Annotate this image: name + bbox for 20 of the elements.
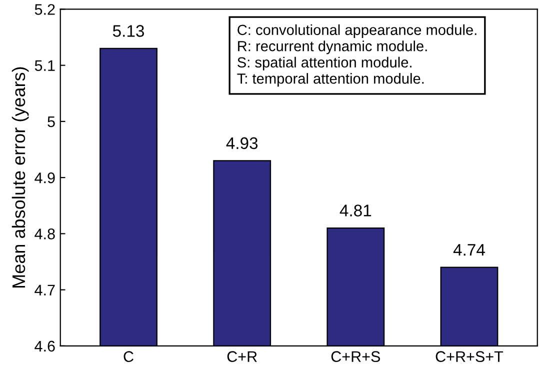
y-tick-label: 5.1: [34, 60, 55, 72]
data-label: 4.93: [226, 137, 258, 150]
data-label: 4.74: [453, 244, 485, 256]
annotation: R: recurrent dynamic module.: [238, 40, 427, 54]
y-tick-label: 4.8: [34, 228, 55, 240]
annotation: T: temporal attention module.: [237, 73, 424, 87]
y-tick-label: 4.7: [34, 284, 55, 296]
x-tick-label: C+R+S: [331, 351, 380, 362]
y-tick-label: 4.9: [34, 172, 55, 184]
y-tick-label: 5: [48, 116, 55, 128]
x-tick-label: C: [124, 351, 134, 362]
annotation: S: spatial attention module.: [238, 56, 412, 70]
x-tick-label: C+R+S+T: [436, 351, 504, 362]
x-tick-label: C+R: [227, 351, 257, 362]
annotation: C: convolutional appearance module.: [238, 24, 476, 38]
data-label: 5.13: [112, 25, 144, 37]
data-label: 4.81: [340, 204, 372, 216]
y-tick-label: 5.2: [34, 4, 55, 15]
y-axis-title: Mean absolute error (years): [12, 67, 29, 288]
y-tick-label: 4.6: [34, 340, 55, 352]
